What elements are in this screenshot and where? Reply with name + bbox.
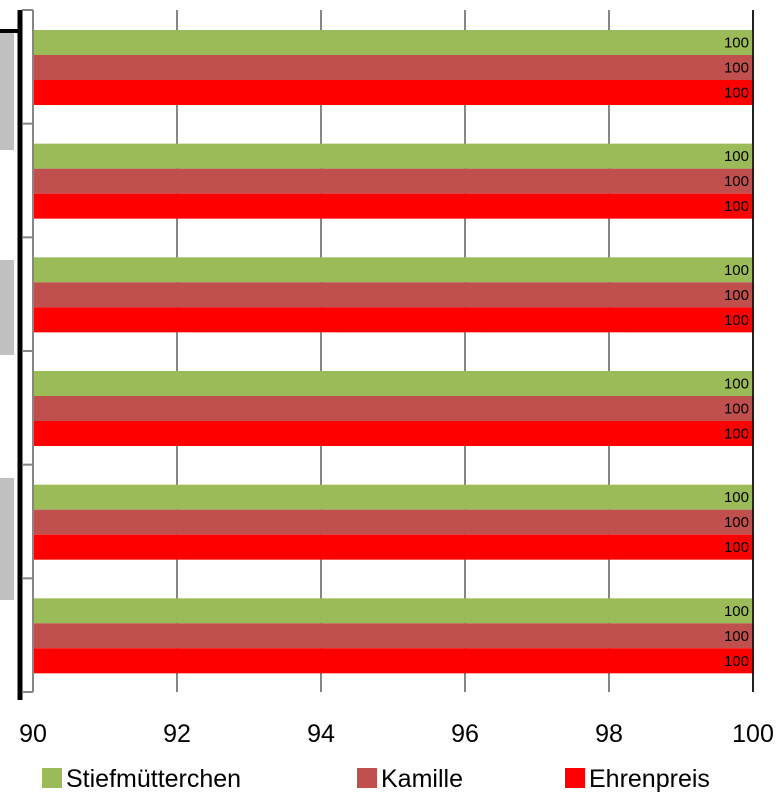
legend-label: Stiefmütterchen [66,765,241,793]
data-label: 100 [724,312,749,329]
axes [0,9,754,700]
legend: Stiefmütterchen Kamille Ehrenpreis [42,765,710,793]
legend-swatch [565,768,585,788]
data-label: 100 [724,628,749,645]
legend-label: Kamille [381,765,463,793]
data-label: 100 [724,514,749,531]
category-label-boxes [0,33,14,600]
gridlines [32,10,754,692]
bar [33,648,753,674]
category-label-box [0,478,14,600]
data-label: 100 [724,401,749,418]
bar [33,396,753,421]
x-tick-label: 92 [163,720,191,748]
data-label: 100 [724,35,749,52]
category-label-box [0,33,14,150]
data-label: 100 [724,287,749,304]
data-label: 100 [724,489,749,506]
bar [33,307,753,333]
legend-label: Ehrenpreis [589,765,710,793]
bar [33,80,753,105]
data-label: 100 [724,262,749,279]
bar [33,623,753,649]
legend-item: Stiefmütterchen [42,765,241,793]
bar [33,30,753,55]
bar [33,509,753,535]
bar [33,371,753,396]
data-label: 100 [724,198,749,215]
x-tick-label: 90 [19,720,47,748]
legend-item: Ehrenpreis [565,765,710,793]
x-tick-label: 100 [732,720,774,748]
x-tick-label: 94 [307,720,335,748]
bar [33,55,753,80]
legend-swatch [42,768,62,788]
x-axis-tick-labels: 90 92 94 96 98 100 [19,720,774,748]
data-label: 100 [724,653,749,670]
data-label: 100 [724,173,749,190]
bar [33,168,753,194]
data-label: 100 [724,85,749,102]
bar [33,193,753,219]
bar [33,534,753,560]
bar [33,257,753,283]
data-label: 100 [724,376,749,393]
data-label: 100 [724,426,749,443]
bars: 100 100 100 100 100 100 100 100 100 100 100 100 100 1… [33,30,753,674]
data-label: 100 [724,603,749,620]
data-label: 100 [724,539,749,556]
bar [33,143,753,169]
x-tick-label: 96 [451,720,479,748]
bar [33,282,753,308]
bar [33,598,753,624]
legend-item: Kamille [357,765,463,793]
data-label: 100 [724,148,749,165]
bar [33,484,753,510]
category-label-box [0,260,14,355]
legend-swatch [357,768,377,788]
data-label: 100 [724,60,749,77]
x-tick-label: 98 [595,720,623,748]
bar [33,421,753,446]
